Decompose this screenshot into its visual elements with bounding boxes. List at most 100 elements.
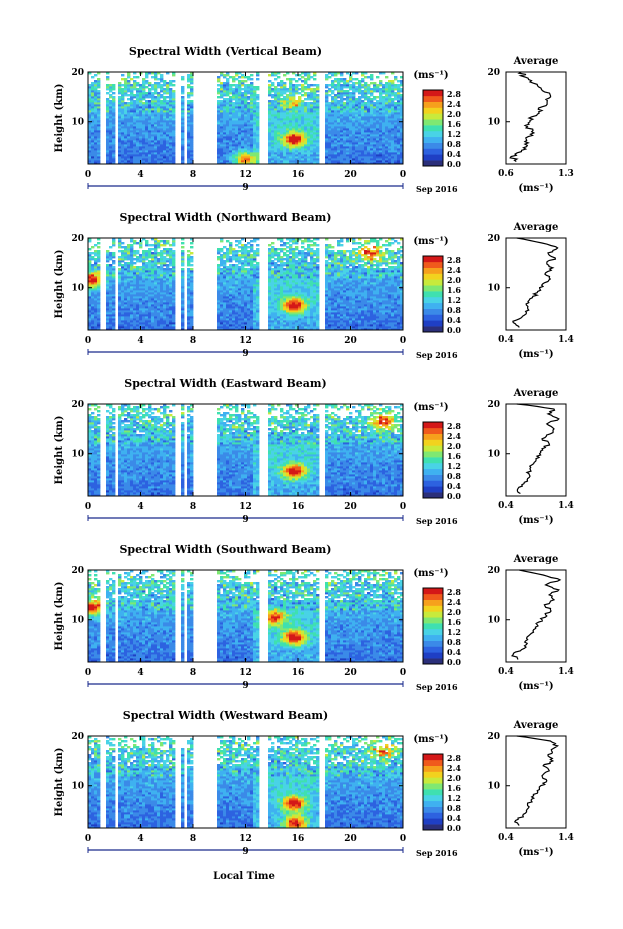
heatmap-cell: [253, 96, 257, 99]
heatmap-cell: [256, 126, 260, 129]
heatmap-cell: [268, 150, 272, 153]
heatmap-cell: [244, 88, 248, 91]
heatmap-title: Spectral Width (Vertical Beam): [129, 45, 322, 58]
heatmap-cell: [157, 146, 161, 149]
heatmap-cell: [106, 72, 110, 75]
heatmap-cell: [190, 120, 194, 123]
heatmap-cell: [124, 88, 128, 91]
heatmap-cell: [151, 248, 155, 251]
heatmap-cell: [235, 94, 239, 97]
heatmap-cell: [97, 116, 101, 119]
heatmap-cell: [187, 250, 191, 253]
heatmap-cell: [289, 90, 293, 93]
heatmap-cell: [133, 122, 137, 125]
heatmap-cell: [151, 126, 155, 129]
heatmap-cell: [166, 104, 170, 107]
heatmap-cell: [235, 130, 239, 133]
heatmap-cell: [118, 106, 122, 109]
heatmap-cell: [112, 120, 116, 123]
heatmap-cell: [337, 78, 341, 81]
heatmap-cell: [139, 142, 143, 145]
heatmap-cell: [94, 100, 98, 103]
heatmap-cell: [130, 100, 134, 103]
heatmap-cell: [88, 122, 92, 125]
heatmap-cell: [148, 244, 152, 247]
heatmap-cell: [283, 122, 287, 125]
heatmap-cell: [118, 138, 122, 141]
heatmap-cell: [286, 110, 290, 113]
heatmap-cell: [268, 154, 272, 157]
heatmap-cell: [91, 114, 95, 117]
heatmap-cell: [274, 72, 278, 75]
heatmap-cell: [169, 84, 173, 87]
heatmap-cell: [106, 144, 110, 147]
heatmap-cell: [181, 78, 185, 81]
heatmap-cell: [97, 98, 101, 101]
heatmap-cell: [241, 150, 245, 153]
heatmap-cell: [112, 150, 116, 153]
heatmap-cell: [292, 94, 296, 97]
heatmap-cell: [166, 156, 170, 159]
heatmap-cell: [160, 130, 164, 133]
heatmap-cell: [235, 132, 239, 135]
heatmap-cell: [154, 150, 158, 153]
heatmap-cell: [94, 106, 98, 109]
heatmap-cell: [244, 152, 248, 155]
heatmap-cell: [148, 116, 152, 119]
heatmap-cell: [181, 144, 185, 147]
heatmap-cell: [94, 96, 98, 99]
heatmap-cell: [217, 136, 221, 139]
heatmap-cell: [154, 90, 158, 93]
heatmap-cell: [163, 158, 167, 161]
heatmap-cell: [238, 132, 242, 135]
heatmap-cell: [286, 136, 290, 139]
heatmap-cell: [250, 114, 254, 117]
heatmap-cell: [118, 118, 122, 121]
heatmap-cell: [169, 114, 173, 117]
heatmap-cell: [181, 98, 185, 101]
heatmap-cell: [91, 126, 95, 129]
heatmap-cell: [187, 80, 191, 83]
heatmap-cell: [145, 132, 149, 135]
heatmap-cell: [292, 96, 296, 99]
heatmap-cell: [160, 140, 164, 143]
heatmap-cell: [130, 94, 134, 97]
heatmap-cell: [391, 80, 395, 83]
heatmap-cell: [172, 162, 176, 165]
heatmap-cell: [271, 128, 275, 131]
heatmap-cell: [268, 106, 272, 109]
heatmap-cell: [106, 106, 110, 109]
panel-1: Spectral Width (Northward Beam)Height (k…: [54, 211, 574, 360]
heatmap-cell: [226, 116, 230, 119]
heatmap-cell: [112, 104, 116, 107]
heatmap-cell: [91, 156, 95, 159]
heatmap-cell: [328, 76, 332, 79]
heatmap-cell: [106, 130, 110, 133]
heatmap-cell: [190, 246, 194, 249]
heatmap-cell: [163, 126, 167, 129]
heatmap-cell: [106, 154, 110, 157]
heatmap-cell: [166, 126, 170, 129]
heatmap-cell: [106, 138, 110, 141]
heatmap-cell: [268, 122, 272, 125]
heatmap-cell: [295, 146, 299, 149]
colorbar-swatch: [423, 154, 443, 161]
heatmap-cell: [142, 78, 146, 81]
heatmap-cell: [169, 156, 173, 159]
heatmap-cell: [289, 112, 293, 115]
heatmap-cell: [220, 84, 224, 87]
heatmap-cell: [133, 96, 137, 99]
heatmap-cell: [217, 96, 221, 99]
heatmap-cell: [283, 152, 287, 155]
heatmap-cell: [301, 80, 305, 83]
heatmap-cell: [130, 90, 134, 93]
heatmap-cell: [325, 90, 329, 93]
heatmap-cell: [283, 118, 287, 121]
heatmap-cell: [256, 88, 260, 91]
heatmap-cell: [358, 80, 362, 83]
heatmap-cell: [148, 110, 152, 113]
heatmap-cell: [226, 122, 230, 125]
heatmap-cell: [172, 154, 176, 157]
heatmap-cell: [289, 126, 293, 129]
heatmap-cell: [295, 84, 299, 87]
